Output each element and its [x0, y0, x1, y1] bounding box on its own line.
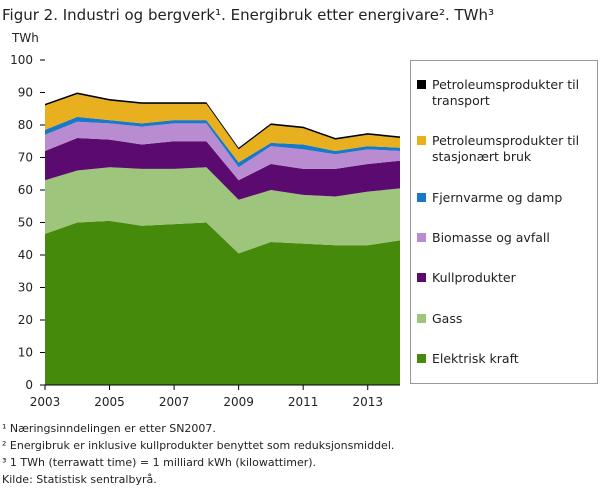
legend-swatch	[417, 313, 426, 323]
area	[45, 116, 400, 168]
y-tick-label: 70	[18, 151, 33, 165]
legend-label: Biomasse og avfall	[432, 229, 550, 245]
footnote: ³ 1 TWh (terrawatt time) = 1 milliard kW…	[2, 456, 316, 469]
area	[45, 167, 400, 254]
x-tick-label: 2011	[288, 395, 319, 409]
chart-title: Figur 2. Industri og bergverk¹. Energibr…	[2, 6, 494, 24]
legend-entry: Elektrisk kraft	[417, 351, 591, 367]
x-tick-label: 2003	[30, 395, 61, 409]
legend-swatch	[417, 273, 426, 283]
legend-swatch	[417, 80, 426, 90]
y-axis-label: TWh	[11, 31, 39, 45]
area	[45, 94, 400, 163]
y-tick-label: 0	[25, 378, 33, 392]
area	[45, 220, 400, 385]
legend-label: Petroleumsprodukter til transport	[432, 77, 580, 109]
x-tick-label: 2009	[223, 395, 254, 409]
legend-label: Elektrisk kraft	[432, 350, 519, 366]
legend-entry: Petroleumsprodukter til stasjonært bruk	[417, 133, 591, 165]
legend-label: Gass	[432, 310, 463, 326]
y-tick-label: 20	[18, 313, 33, 327]
legend-label: Petroleumsprodukter til stasjonært bruk	[432, 133, 580, 165]
legend-label: Kullprodukter	[432, 270, 516, 286]
legend-entry: Petroleumsprodukter til transport	[417, 77, 591, 109]
x-tick-label: 2007	[159, 395, 190, 409]
legend-swatch	[417, 232, 426, 242]
y-tick-label: 50	[18, 216, 33, 230]
legend-label: Fjernvarme og damp	[432, 189, 563, 205]
legend-entry: Fjernvarme og damp	[417, 190, 591, 206]
legend: Petroleumsprodukter til transport Petrole…	[410, 60, 598, 384]
footnote: Kilde: Statistisk sentralbyrå.	[2, 473, 157, 486]
y-tick-label: 100	[10, 53, 33, 67]
y-tick-label: 10	[18, 346, 33, 360]
y-tick-label: 90	[18, 86, 33, 100]
x-tick-label: 2013	[352, 395, 383, 409]
footnote: ² Energibruk er inklusive kullprodukter …	[2, 439, 394, 452]
legend-swatch	[417, 353, 426, 363]
legend-entry: Gass	[417, 311, 591, 327]
legend-entry: Biomasse og avfall	[417, 230, 591, 246]
y-tick-label: 30	[18, 281, 33, 295]
area	[45, 121, 400, 181]
x-tick-label: 2005	[94, 395, 125, 409]
area	[45, 138, 400, 200]
y-tick-label: 80	[18, 118, 33, 132]
legend-swatch	[417, 136, 426, 146]
footnote: ¹ Næringsinndelingen er etter SN2007.	[2, 422, 216, 435]
y-tick-label: 60	[18, 183, 33, 197]
y-tick-label: 40	[18, 248, 33, 262]
legend-entry: Kullprodukter	[417, 270, 591, 286]
legend-swatch	[417, 192, 426, 202]
